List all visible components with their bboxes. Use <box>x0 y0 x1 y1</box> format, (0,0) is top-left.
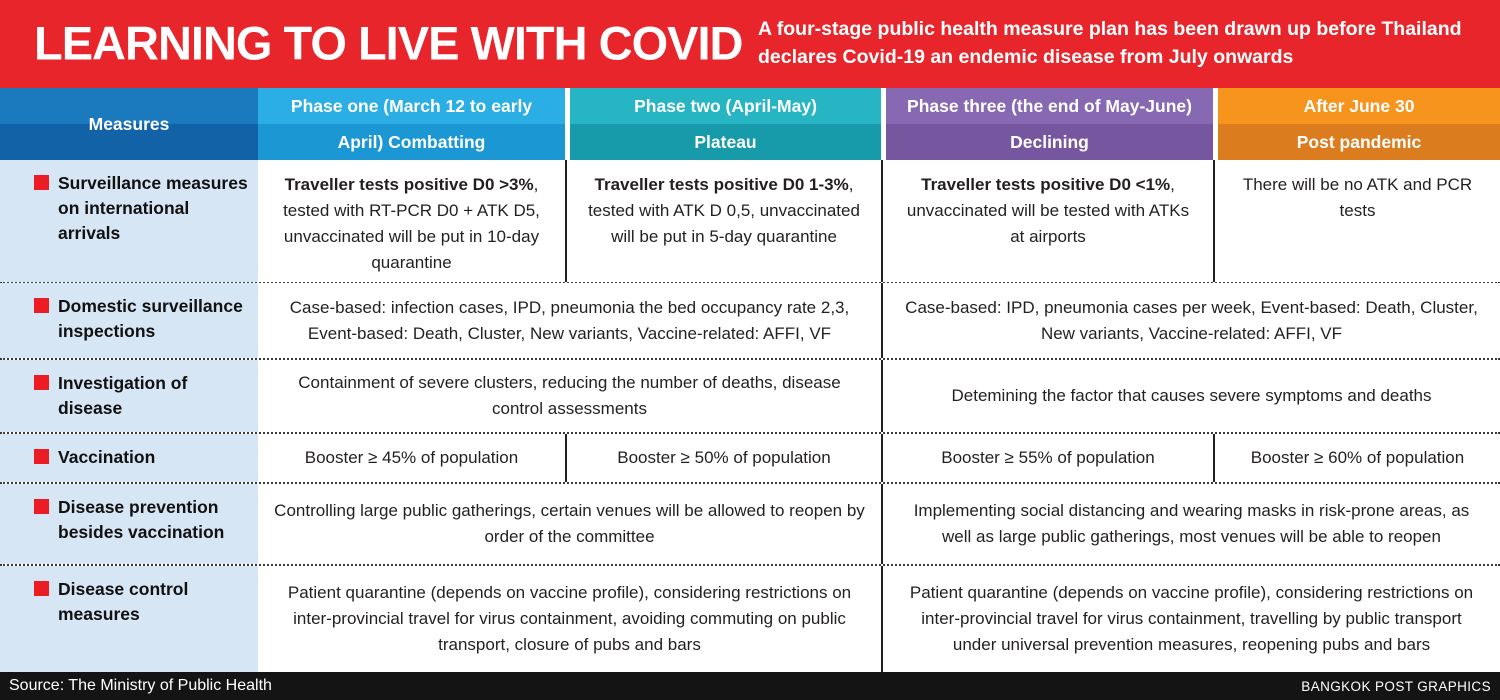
column-header-label: April) Combatting <box>337 132 486 152</box>
red-square-bullet-icon <box>34 581 49 596</box>
column-header-label: Plateau <box>694 132 757 152</box>
table-cell: Case-based: IPD, pneumonia cases per wee… <box>881 283 1500 358</box>
footer-bar: Source: The Ministry of Public Health BA… <box>0 672 1500 700</box>
column-header-label: Declining <box>1010 132 1089 152</box>
column-header-label: Measures <box>88 114 170 134</box>
column-header-label: Phase three (the end of May-June) <box>907 96 1192 116</box>
row-label: Domestic surveillance inspections <box>0 283 258 358</box>
table-row-vaccination: Vaccination Booster ≥ 45% of population … <box>0 434 1500 484</box>
table-cell: Booster ≥ 50% of population <box>565 434 881 482</box>
table-row-international-surveillance: Surveillance measures on international a… <box>0 160 1500 283</box>
table-cell: Traveller tests positive D0 1-3%, tested… <box>565 160 881 282</box>
page-title: LEARNING TO LIVE WITH COVID <box>34 16 743 70</box>
subtitle: A four-stage public health measure plan … <box>758 15 1462 71</box>
table-cell: There will be no ATK and PCR tests <box>1213 160 1500 282</box>
table-cell: Booster ≥ 60% of population <box>1213 434 1500 482</box>
column-header-phase-one: Phase one (March 12 to early April) Comb… <box>258 88 565 160</box>
row-label: Surveillance measures on international a… <box>0 160 258 282</box>
table-cell: Traveller tests positive D0 >3%, tested … <box>258 160 565 282</box>
table-cell: Patient quarantine (depends on vaccine p… <box>258 566 881 672</box>
table-row-disease-control: Disease control measures Patient quarant… <box>0 566 1500 672</box>
title-banner: LEARNING TO LIVE WITH COVID A four-stage… <box>0 0 1500 88</box>
table-row-domestic-surveillance: Domestic surveillance inspections Case-b… <box>0 283 1500 360</box>
column-header-label: After June 30 <box>1303 96 1415 116</box>
table-cell: Booster ≥ 55% of population <box>881 434 1213 482</box>
table-cell: Implementing social distancing and weari… <box>881 484 1500 564</box>
row-label: Vaccination <box>0 434 258 482</box>
row-label-text: Surveillance measures on international a… <box>58 173 248 243</box>
column-header-phase-three: Phase three (the end of May-June) Declin… <box>881 88 1213 160</box>
row-label-text: Vaccination <box>58 447 156 467</box>
credit-text: BANGKOK POST GRAPHICS <box>1301 678 1491 694</box>
red-square-bullet-icon <box>34 499 49 514</box>
table-row-disease-prevention: Disease prevention besides vaccination C… <box>0 484 1500 566</box>
red-square-bullet-icon <box>34 449 49 464</box>
source-text: Source: The Ministry of Public Health <box>9 677 272 694</box>
table-header-row: Measures Phase one (March 12 to early Ap… <box>0 88 1500 160</box>
table-cell: Containment of severe clusters, reducing… <box>258 360 881 432</box>
subtitle-line-2: declares Covid-19 an endemic disease fro… <box>758 46 1294 68</box>
table-cell: Case-based: infection cases, IPD, pneumo… <box>258 283 881 358</box>
table-cell: Detemining the factor that causes severe… <box>881 360 1500 432</box>
row-label-text: Disease control measures <box>58 579 189 624</box>
red-square-bullet-icon <box>34 375 49 390</box>
column-header-label: Post pandemic <box>1296 132 1422 152</box>
column-header-after-june-30: After June 30 Post pandemic <box>1213 88 1500 160</box>
red-square-bullet-icon <box>34 175 49 190</box>
column-header-label: Phase two (April-May) <box>634 96 817 116</box>
table-cell: Patient quarantine (depends on vaccine p… <box>881 566 1500 672</box>
table-cell: Traveller tests positive D0 <1%, unvacci… <box>881 160 1213 282</box>
row-label: Disease prevention besides vaccination <box>0 484 258 564</box>
column-header-label: Phase one (March 12 to early <box>290 96 533 116</box>
column-header-phase-two: Phase two (April-May) Plateau <box>565 88 881 160</box>
row-label-text: Disease prevention besides vaccination <box>58 497 225 542</box>
table-row-investigation: Investigation of disease Containment of … <box>0 360 1500 434</box>
row-label: Investigation of disease <box>0 360 258 432</box>
column-header-measures: Measures <box>0 88 258 160</box>
subtitle-line-1: A four-stage public health measure plan … <box>758 18 1462 40</box>
red-square-bullet-icon <box>34 298 49 313</box>
table-cell: Controlling large public gatherings, cer… <box>258 484 881 564</box>
row-label-text: Investigation of disease <box>58 373 188 418</box>
row-label-text: Domestic surveillance inspections <box>58 296 243 341</box>
table-cell: Booster ≥ 45% of population <box>258 434 565 482</box>
row-label: Disease control measures <box>0 566 258 672</box>
